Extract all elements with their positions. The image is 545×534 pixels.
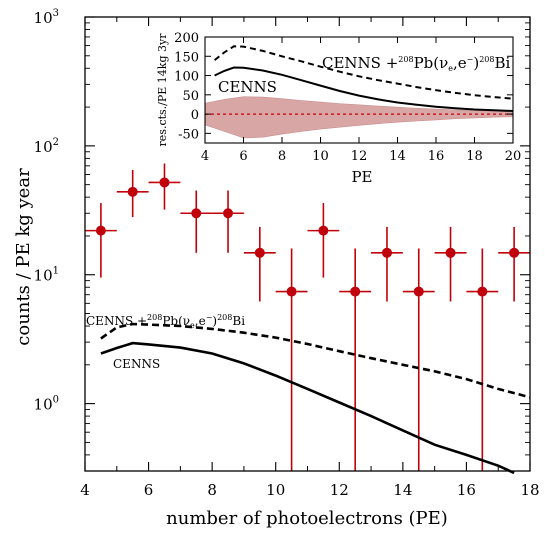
inset-x-tick-label: 8	[278, 149, 286, 164]
inset-y-tick-label: 150	[174, 50, 199, 65]
inset-y-tick-label: 50	[182, 89, 199, 104]
data-point	[254, 247, 265, 258]
main-data-layer	[85, 163, 530, 471]
data-point	[350, 286, 361, 297]
inset-curve-label-cenns-pb: CENNS +208Pb(νe,e−)208Bi	[322, 54, 511, 73]
inset-label-part-0: CENNS +	[322, 54, 398, 72]
main-x-tick-label: 14	[393, 481, 412, 499]
inset-x-tick-label: 14	[389, 149, 406, 164]
main-label-part-2: Pb(ν	[162, 314, 190, 328]
main-curve-cenns-pb	[100, 322, 531, 399]
data-point	[127, 186, 138, 197]
main-y-tick-label: 103	[34, 8, 59, 27]
inset-x-tick-label: 16	[428, 149, 445, 164]
inset-label-part-1: 208	[398, 55, 413, 64]
data-point	[477, 286, 488, 297]
main-y-tick-label: 102	[34, 137, 59, 156]
main-x-axis-label: number of photoelectrons (PE)	[166, 508, 448, 529]
inset-label-part-8: Bi	[494, 54, 510, 72]
data-point	[509, 247, 520, 258]
data-point	[445, 247, 456, 258]
main-x-tick-label: 16	[457, 481, 476, 499]
inset-y-tick-label: -50	[178, 127, 199, 142]
inset-y-tick-label: 0	[191, 108, 199, 123]
data-point	[223, 208, 234, 219]
main-x-tick-label: 18	[520, 481, 539, 499]
inset-label-part-6: )	[473, 54, 479, 72]
main-x-tick-label: 4	[80, 481, 90, 499]
main-label-part-3: e	[190, 321, 195, 330]
main-curve-label-cenns: CENNS	[113, 357, 160, 371]
inset-x-tick-label: 12	[351, 149, 368, 164]
inset-y-tick-label: 100	[174, 70, 199, 85]
main-curve-cenns	[100, 341, 515, 475]
main-x-tick-label: 12	[330, 481, 349, 499]
main-y-tick-label: 101	[34, 266, 59, 285]
inset-label-part-5: −	[467, 55, 474, 64]
main-curve-label-cenns-pb: CENNS +208Pb(νe,e−)208Bi	[86, 313, 245, 330]
data-point	[95, 225, 106, 236]
inset-x-tick-label: 18	[466, 149, 483, 164]
main-label-part-4: ,e	[195, 314, 206, 328]
inset-label-part-4: ,e	[453, 54, 467, 72]
data-point	[413, 286, 424, 297]
inset-label-part-2: Pb(ν	[414, 54, 449, 72]
inset-ticks: 4 6 8 10 12 14 16 18 20 -50 0 50 100 150 200	[174, 31, 521, 164]
inset-curve-label-cenns: CENNS	[218, 78, 277, 96]
main-curves-layer	[100, 322, 531, 475]
data-point	[381, 247, 392, 258]
main-x-tick-label: 8	[207, 481, 217, 499]
inset-curve-cenns-pb	[213, 45, 514, 100]
data-point	[159, 177, 170, 188]
inset-plot: 4 6 8 10 12 14 16 18 20 -50 0 50 100 150 200 CENNS CEN…	[156, 31, 521, 186]
main-label-part-6: )	[212, 314, 217, 328]
main-x-tick-label: 10	[266, 481, 285, 499]
main-label-part-7: 208	[217, 313, 232, 322]
main-x-tick-label: 6	[144, 481, 154, 499]
inset-x-axis-label: PE	[351, 168, 372, 186]
inset-curves-layer	[213, 45, 514, 112]
main-y-axis-label: counts / PE kg year	[13, 168, 34, 346]
inset-y-axis-label: res.cts./PE 14kg 3yr	[156, 33, 169, 147]
main-label-part-8: Bi	[232, 314, 245, 328]
main-label-part-0: CENNS +	[86, 314, 147, 328]
data-point	[286, 286, 297, 297]
inset-x-tick-label: 20	[505, 149, 522, 164]
data-point	[318, 225, 329, 236]
inset-curve-cenns	[214, 66, 514, 112]
inset-x-tick-label: 4	[201, 149, 209, 164]
main-label-part-5: −	[206, 313, 213, 322]
inset-x-tick-label: 10	[312, 149, 329, 164]
main-label-part-1: 208	[147, 313, 162, 322]
inset-label-part-3: e	[448, 64, 453, 73]
inset-x-tick-label: 6	[239, 149, 247, 164]
data-point	[191, 208, 202, 219]
inset-label-part-7: 208	[479, 55, 494, 64]
main-y-tick-label: 100	[34, 395, 59, 414]
inset-y-tick-label: 200	[174, 31, 199, 46]
